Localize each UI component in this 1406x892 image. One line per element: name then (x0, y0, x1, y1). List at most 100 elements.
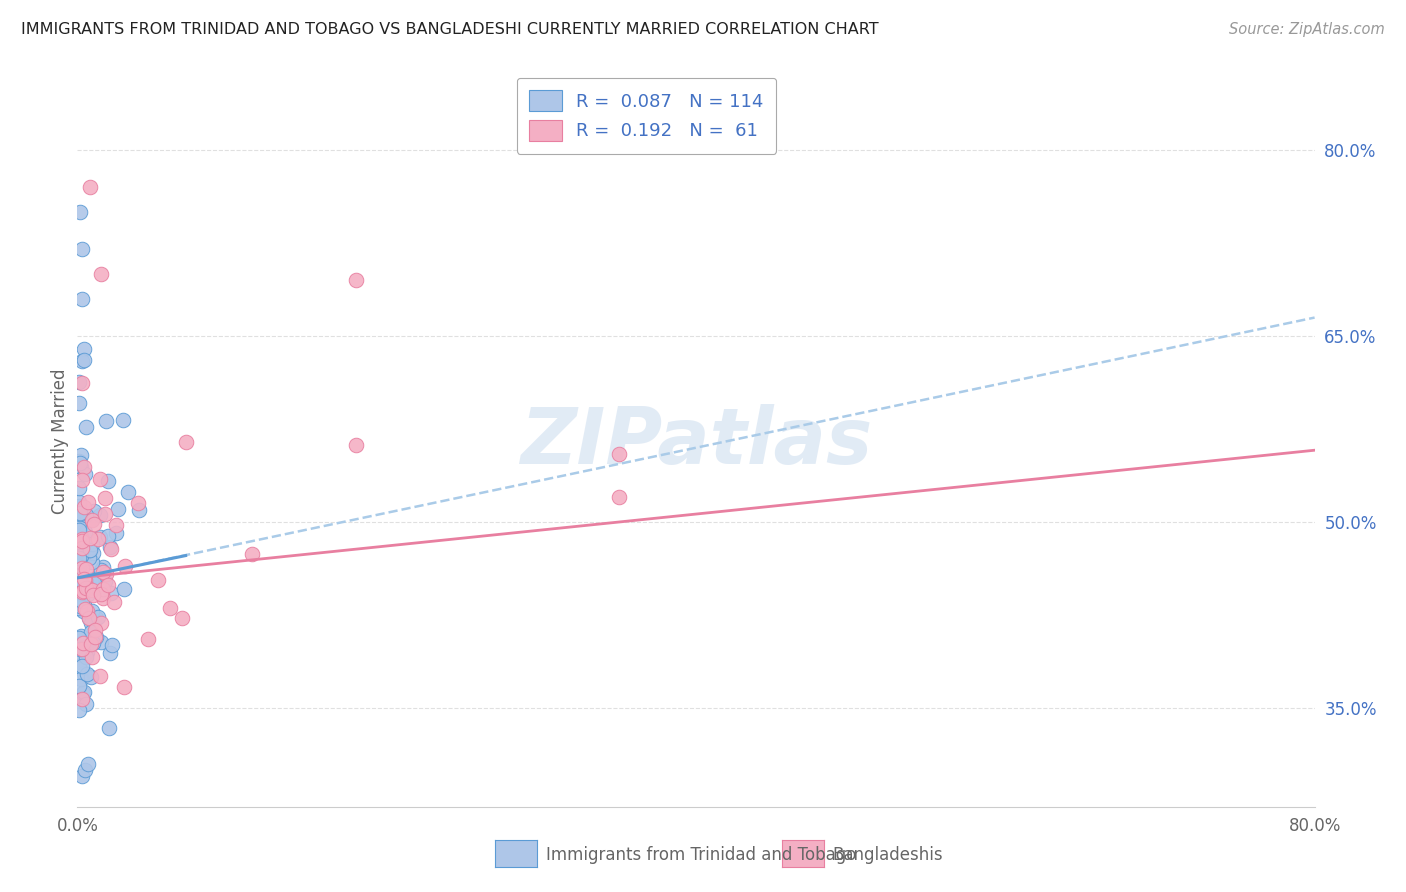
Point (72, 604, 94, 618)
Point (83, 630, 105, 644)
Point (89, 531, 111, 545)
Point (86, 630, 108, 644)
Point (73, 500, 96, 515)
Point (87, 609, 110, 624)
Point (69, 456, 91, 470)
Point (136, 632, 159, 646)
Point (97, 529, 120, 543)
Point (90, 563, 112, 577)
Point (174, 434, 197, 449)
Point (105, 526, 127, 541)
Point (82, 546, 104, 560)
Point (70, 473, 93, 487)
Point (89, 508, 111, 522)
Point (67, 396, 90, 410)
Point (67, 531, 90, 545)
Point (69, 205, 91, 219)
Point (70, 591, 93, 606)
Point (80, 670, 103, 684)
Point (70, 243, 93, 257)
Point (70, 541, 93, 555)
Point (98, 647, 121, 661)
Point (72, 635, 94, 649)
Point (69, 599, 91, 613)
Point (84, 611, 107, 625)
Point (75, 562, 97, 576)
Point (344, 438, 367, 452)
Point (83, 576, 105, 591)
Point (70, 354, 93, 368)
Point (73, 524, 96, 539)
Point (67, 647, 90, 661)
Point (91, 565, 114, 579)
Point (97, 474, 120, 488)
Point (86, 532, 108, 546)
Point (607, 447, 630, 461)
Point (67, 541, 90, 555)
Point (80, 649, 103, 664)
Point (67, 495, 90, 509)
Point (67, 534, 90, 549)
Point (105, 517, 127, 532)
Point (73, 460, 96, 475)
Point (76, 644, 98, 658)
Point (67, 575, 90, 590)
Point (70, 672, 93, 686)
Point (76, 604, 98, 618)
Point (67, 558, 90, 573)
Point (67, 454, 90, 468)
Point (83, 504, 105, 518)
Point (70, 448, 93, 462)
Point (97, 722, 120, 736)
Point (73, 599, 96, 613)
Point (90, 267, 111, 281)
Point (76, 495, 98, 509)
Point (80, 616, 103, 631)
Point (112, 413, 135, 427)
Point (89, 472, 111, 486)
Text: Bangladeshis: Bangladeshis (832, 846, 943, 863)
Point (80, 604, 103, 618)
Point (75, 697, 97, 711)
Legend: R =  0.087   N = 114, R =  0.192   N =  61: R = 0.087 N = 114, R = 0.192 N = 61 (516, 78, 776, 153)
Point (242, 547, 264, 561)
Point (83, 624, 105, 638)
Point (97, 577, 120, 591)
Point (70, 585, 93, 599)
Point (70, 658, 93, 673)
Point (70, 376, 93, 391)
Point (72, 548, 94, 562)
Point (94, 567, 117, 582)
Point (67, 544, 90, 558)
Point (70, 549, 93, 563)
Point (83, 516, 105, 531)
Point (79, 180, 101, 194)
Point (70, 769, 93, 783)
Point (73, 572, 96, 586)
Point (67, 500, 90, 514)
Point (69, 506, 91, 520)
Point (72, 686, 94, 700)
Point (100, 586, 122, 600)
Point (91, 582, 114, 596)
Point (73, 637, 96, 651)
Point (83, 613, 105, 627)
Point (67, 552, 90, 566)
Y-axis label: Currently Married: Currently Married (51, 368, 69, 515)
Point (67, 375, 90, 389)
Point (79, 543, 101, 558)
Text: Immigrants from Trinidad and Tobago: Immigrants from Trinidad and Tobago (546, 846, 856, 863)
Point (69, 459, 91, 474)
Point (69, 509, 91, 524)
Point (76, 581, 98, 595)
Point (67, 552, 90, 566)
Text: IMMIGRANTS FROM TRINIDAD AND TOBAGO VS BANGLADESHI CURRENTLY MARRIED CORRELATION: IMMIGRANTS FROM TRINIDAD AND TOBAGO VS B… (21, 22, 879, 37)
Point (67, 679, 90, 693)
Point (69, 572, 91, 586)
Point (67, 600, 90, 615)
Point (70, 561, 93, 575)
Point (75, 508, 97, 522)
Point (72, 342, 94, 356)
Point (82, 636, 104, 650)
Point (114, 558, 136, 573)
